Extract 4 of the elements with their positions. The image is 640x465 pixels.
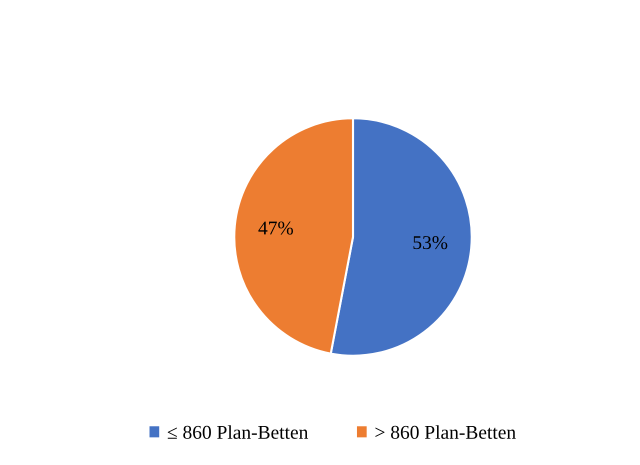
legend-label: > 860 Plan-Betten: [375, 425, 516, 439]
legend-label: ≤ 860 Plan-Betten: [168, 425, 308, 439]
data-label: 53%: [413, 236, 448, 250]
data-label: 47%: [258, 221, 293, 235]
